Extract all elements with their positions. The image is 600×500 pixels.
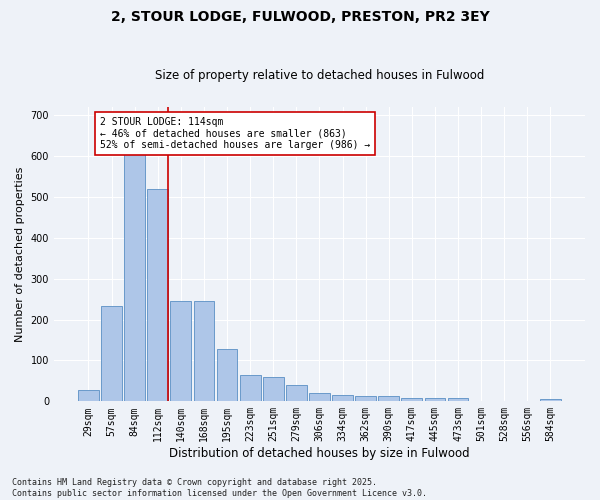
Bar (170, 301, 191, 402)
Bar (401, 398, 422, 402)
Bar (448, 398, 469, 402)
Text: 2, STOUR LODGE, FULWOOD, PRESTON, PR2 3EY: 2, STOUR LODGE, FULWOOD, PRESTON, PR2 3E… (110, 10, 490, 24)
Bar (240, 374, 260, 402)
Text: Contains HM Land Registry data © Crown copyright and database right 2025.
Contai: Contains HM Land Registry data © Crown c… (12, 478, 427, 498)
Bar (540, 400, 561, 402)
Bar (194, 301, 214, 402)
Bar (355, 396, 376, 402)
Bar (309, 393, 330, 402)
Bar (332, 395, 353, 402)
Bar (425, 398, 445, 402)
Bar (217, 349, 238, 402)
Bar (379, 396, 399, 402)
Text: 2 STOUR LODGE: 114sqm
← 46% of detached houses are smaller (863)
52% of semi-det: 2 STOUR LODGE: 114sqm ← 46% of detached … (100, 117, 370, 150)
Bar (101, 306, 122, 402)
Bar (148, 188, 168, 402)
Bar (124, 144, 145, 402)
Title: Size of property relative to detached houses in Fulwood: Size of property relative to detached ho… (155, 69, 484, 82)
Y-axis label: Number of detached properties: Number of detached properties (15, 166, 25, 342)
Bar (78, 390, 99, 402)
Bar (263, 377, 284, 402)
X-axis label: Distribution of detached houses by size in Fulwood: Distribution of detached houses by size … (169, 447, 470, 460)
Bar (286, 385, 307, 402)
